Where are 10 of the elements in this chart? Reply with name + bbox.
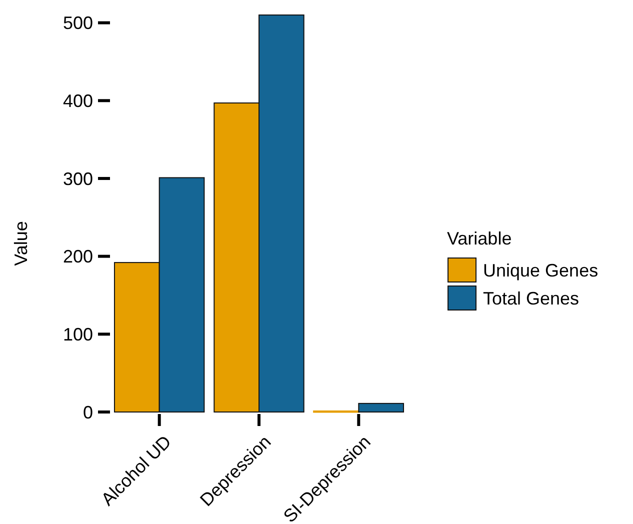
legend-label: Total Genes (483, 288, 580, 308)
y-axis-title: Value (11, 221, 31, 266)
y-tick-label: 100 (62, 324, 93, 344)
y-tick-label: 300 (62, 168, 93, 189)
y-tick-label: 200 (62, 246, 93, 267)
legend-label: Unique Genes (483, 260, 598, 280)
y-tick-label: 400 (62, 90, 93, 111)
y-tick-label: 500 (62, 13, 93, 34)
y-tick-label: 0 (82, 402, 93, 422)
legend-title: Variable (447, 228, 512, 248)
